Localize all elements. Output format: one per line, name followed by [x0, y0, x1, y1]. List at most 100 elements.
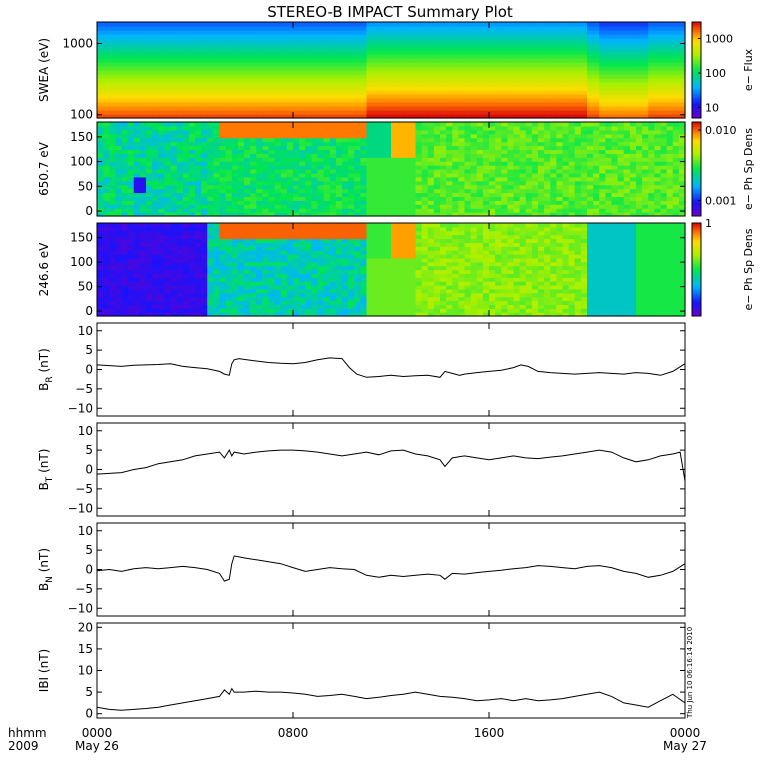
heatmap-cell [250, 94, 257, 99]
heatmap-cell [574, 184, 582, 190]
heatmap-cell [121, 82, 129, 87]
heatmap-cell [446, 188, 453, 194]
heatmap-cell [280, 106, 288, 111]
heatmap-cell [262, 212, 270, 217]
heatmap-cell [262, 184, 270, 190]
heatmap-cell [648, 70, 655, 75]
heatmap-cell [660, 180, 668, 186]
heatmap-cell [587, 180, 594, 186]
heatmap-cell [268, 114, 276, 119]
heatmap-cell [335, 212, 343, 217]
heatmap-cell [299, 149, 306, 154]
colorbar-swatch [692, 46, 701, 49]
heatmap-cell [139, 208, 147, 213]
heatmap-cell [127, 165, 135, 170]
heatmap-cell [195, 98, 202, 103]
heatmap-cell [642, 74, 649, 79]
heatmap-cell [397, 208, 404, 213]
heatmap-cell [231, 90, 239, 95]
heatmap-cell [550, 157, 557, 162]
heatmap-cell [201, 149, 208, 154]
heatmap-cell [611, 133, 619, 139]
heatmap-cell [599, 196, 606, 201]
colorbar-swatch [692, 67, 701, 71]
heatmap-cell [672, 172, 680, 178]
heatmap-cell [433, 165, 441, 170]
heatmap-cell [115, 133, 123, 139]
heatmap-cell [97, 165, 104, 170]
colorbar-swatch [692, 131, 701, 135]
heatmap-cell [427, 145, 435, 151]
heatmap-cell [544, 98, 551, 103]
heatmap-cell [384, 78, 392, 83]
heatmap-cell [470, 110, 478, 115]
heatmap-cell [427, 172, 435, 178]
heatmap-cell [452, 46, 459, 51]
heatmap-cell [678, 172, 686, 178]
heatmap-cell [501, 137, 508, 143]
heatmap-cell [378, 50, 386, 55]
heatmap-cell [507, 153, 515, 158]
heatmap-cell [415, 42, 423, 47]
heatmap-cell [574, 38, 582, 43]
heatmap-cell [513, 46, 521, 51]
heatmap-cell [507, 161, 515, 166]
heatmap-cell [293, 26, 300, 31]
heatmap-cell [433, 125, 441, 131]
heatmap-cell [513, 161, 521, 166]
heatmap-cell [335, 94, 343, 99]
heatmap-cell [440, 165, 447, 170]
heatmap-cell [636, 30, 643, 35]
heatmap-cell [482, 26, 490, 31]
colorbar-swatch [692, 94, 701, 97]
heatmap-cell [97, 300, 104, 305]
heatmap-cell [293, 129, 300, 135]
heatmap-cell [103, 180, 110, 186]
heatmap-cell [666, 86, 674, 91]
heatmap-cell [403, 30, 410, 35]
heatmap-cell [513, 82, 521, 87]
heatmap-cell [427, 125, 435, 131]
heatmap-cell [611, 46, 619, 51]
heatmap-cell [164, 106, 172, 111]
heatmap-cell [115, 292, 123, 298]
heatmap-cell [335, 176, 343, 182]
heatmap-cell [452, 180, 459, 186]
heatmap-cell [660, 153, 668, 158]
heatmap-cell [274, 78, 282, 83]
heatmap-cell [562, 161, 570, 166]
heatmap-cell [244, 149, 251, 154]
heatmap-cell [446, 50, 453, 55]
heatmap-cell [409, 38, 417, 43]
heatmap-cell [580, 145, 588, 151]
heatmap-cell [280, 145, 288, 151]
heatmap-cell [146, 269, 153, 274]
heatmap-cell [464, 34, 472, 39]
heatmap-cell [317, 125, 325, 131]
heatmap-cell [519, 70, 527, 75]
heatmap-cell [550, 42, 557, 47]
heatmap-cell [360, 208, 368, 213]
heatmap-cell [317, 157, 325, 162]
heatmap-cell [562, 180, 570, 186]
heatmap-cell [580, 50, 588, 55]
heatmap-cell [311, 54, 319, 59]
heatmap-cell [348, 145, 355, 151]
colorbar-swatch [692, 208, 701, 212]
heatmap-cell [182, 50, 190, 55]
heatmap-cell [464, 133, 472, 139]
heatmap-cell [366, 196, 374, 201]
heatmap-cell [366, 204, 374, 209]
heatmap-cell [201, 122, 208, 127]
heatmap-cell [133, 277, 141, 282]
heatmap-cell [452, 70, 459, 75]
heatmap-cell [397, 54, 404, 59]
heatmap-cell [97, 58, 104, 63]
heatmap-cell [440, 192, 447, 198]
heatmap-cell [562, 122, 570, 127]
heatmap-cell [623, 153, 631, 158]
heatmap-cell [299, 188, 306, 194]
heatmap-cell [176, 22, 184, 27]
heatmap-cell [531, 180, 539, 186]
heatmap-cell [489, 26, 496, 31]
